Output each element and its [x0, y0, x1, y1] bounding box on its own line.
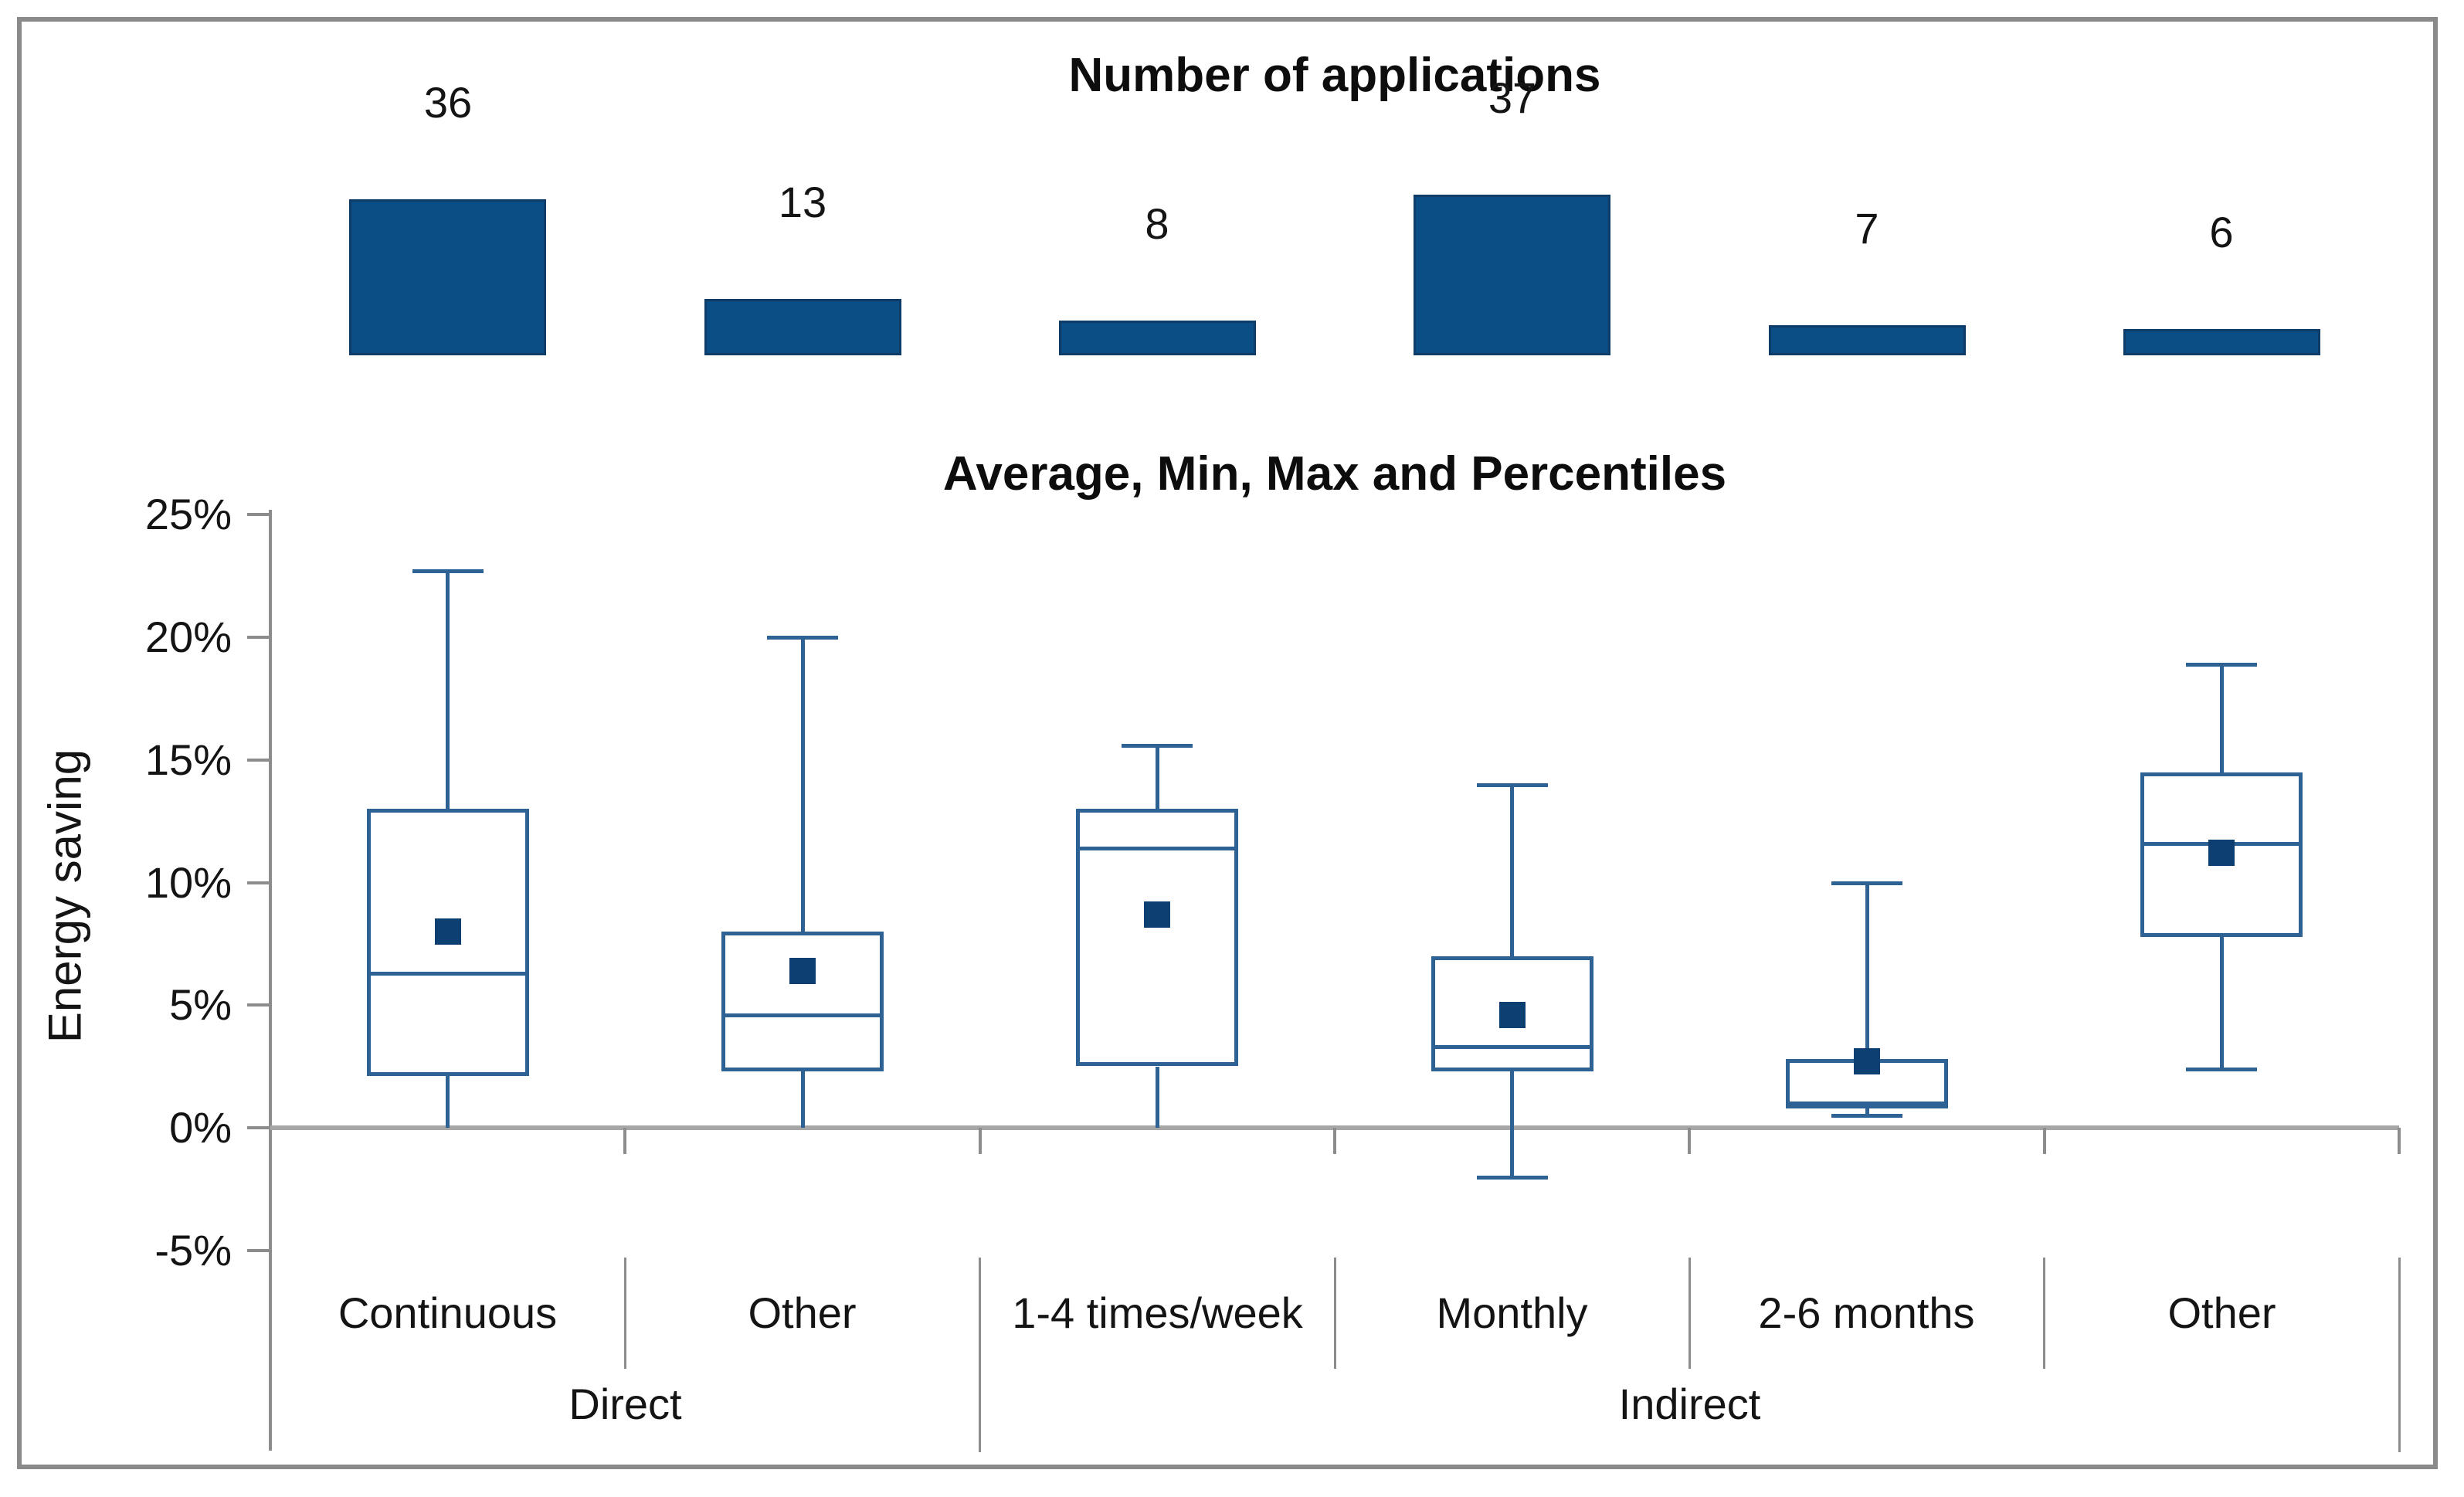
median-line [1786, 1102, 1948, 1105]
y-tick-label: 5% [169, 980, 232, 1029]
median-line [1431, 1045, 1593, 1049]
box-whisker-bottom [1865, 1108, 1869, 1116]
x-axis-boundary-tick [623, 1128, 626, 1154]
box-whisker-top [1865, 883, 1869, 1060]
category-separator [624, 1258, 626, 1369]
box-whisker-bottom [2220, 936, 2224, 1068]
whisker-cap-max [2186, 663, 2257, 667]
bar-value-label: 36 [423, 78, 473, 127]
y-tick-label: 20% [144, 613, 232, 661]
x-axis-boundary-tick [1333, 1128, 1336, 1154]
category-label: 1-4 times/week [1012, 1288, 1303, 1337]
group-separator [2398, 1258, 2401, 1452]
y-axis-tick [247, 759, 270, 762]
box-whisker-bottom [1156, 1067, 1159, 1128]
bar-chart-title: Number of applications [1068, 49, 1601, 102]
box-whisker-top [1510, 785, 1514, 956]
mean-marker [789, 958, 816, 984]
box-plot-title: Average, Min, Max and Percentiles [942, 447, 1727, 501]
y-axis-tick [247, 1126, 270, 1129]
median-line [1076, 847, 1238, 850]
box-whisker-bottom [1510, 1071, 1514, 1177]
y-tick-label: 15% [144, 735, 232, 784]
median-line [367, 972, 529, 976]
whisker-cap-max [767, 636, 838, 640]
box-whisker-bottom [801, 1071, 805, 1128]
y-tick-label: 25% [144, 490, 232, 538]
y-axis-tick [247, 636, 270, 639]
y-tick-label: -5% [154, 1226, 232, 1275]
bar [349, 199, 546, 355]
y-axis-tick [247, 1249, 270, 1252]
whisker-cap-min [1831, 1114, 1902, 1118]
whisker-cap-max [1831, 881, 1902, 885]
whisker-cap-max [412, 569, 484, 573]
bar-value-label: 13 [778, 178, 827, 226]
y-axis-tick [247, 881, 270, 884]
group-label: Direct [568, 1380, 682, 1428]
box-whisker-bottom [446, 1076, 450, 1128]
median-line [721, 1013, 884, 1017]
whisker-cap-min [2186, 1068, 2257, 1071]
whisker-cap-min [1477, 1176, 1548, 1180]
box-whisker-top [2220, 664, 2224, 772]
y-axis-line [269, 510, 272, 1451]
whisker-cap-max [1477, 783, 1548, 787]
group-label: Indirect [1618, 1380, 1761, 1428]
box-iqr [1076, 809, 1238, 1066]
group-separator [979, 1258, 981, 1452]
bar [1059, 321, 1256, 355]
y-tick-label: 0% [169, 1103, 232, 1152]
bar-value-label: 6 [2209, 208, 2234, 256]
bar [1414, 195, 1610, 355]
box-whisker-top [1156, 745, 1159, 810]
bar [2123, 329, 2320, 355]
mean-marker [435, 918, 461, 945]
bar-value-label: 37 [1488, 73, 1537, 122]
bar-value-label: 8 [1145, 199, 1169, 248]
x-axis-boundary-tick [2398, 1128, 2401, 1154]
category-label: Other [748, 1288, 857, 1337]
y-axis-tick [247, 1003, 270, 1006]
mean-marker [2208, 840, 2235, 866]
box-whisker-top [801, 637, 805, 932]
mean-marker [1854, 1048, 1880, 1074]
x-axis-boundary-tick [979, 1128, 982, 1154]
category-label: Continuous [338, 1288, 558, 1337]
y-axis-tick [247, 513, 270, 516]
bar [1769, 325, 1966, 355]
box-whisker-top [446, 571, 450, 809]
category-label: 2-6 months [1758, 1288, 1975, 1337]
category-label: Other [2167, 1288, 2276, 1337]
bar-value-label: 7 [1855, 204, 1879, 253]
mean-marker [1499, 1002, 1526, 1028]
box-iqr [721, 932, 884, 1071]
y-tick-label: 10% [144, 858, 232, 907]
category-separator [1688, 1258, 1691, 1369]
mean-marker [1144, 901, 1170, 928]
whisker-cap-max [1122, 744, 1193, 748]
x-axis-boundary-tick [1688, 1128, 1691, 1154]
category-label: Monthly [1436, 1288, 1588, 1337]
category-separator [2043, 1258, 2045, 1369]
x-axis-boundary-tick [2043, 1128, 2046, 1154]
bar [704, 299, 901, 355]
category-separator [1334, 1258, 1336, 1369]
